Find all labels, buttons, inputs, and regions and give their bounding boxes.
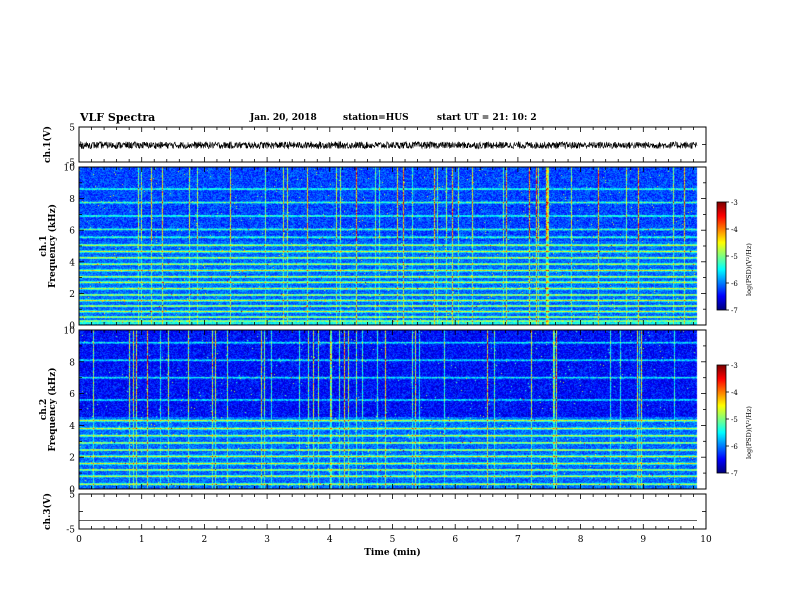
waveform-ch1-trace [78,140,698,150]
y-tick-label: 4 [69,258,75,268]
x-tick-label: 4 [327,535,333,545]
colorbar-tick-label: -5 [731,416,738,424]
axis-labels: -3 -4 -5 -6 -7 log(PSD)(V²/Hz) -3 -4 -5 -6 -7 log(P… [39,124,753,559]
colorbar-2 [717,365,726,473]
y-tick-label: 6 [69,227,75,237]
colorbar-tick-label: -6 [731,443,738,451]
date-label: Jan. 20, 2018 [250,113,317,123]
spectrogram-images [79,167,726,489]
y-tick-label: -5 [66,159,75,169]
x-axis-label: Time (min) [364,547,421,558]
y-tick-label: 8 [69,195,75,205]
figure-title: VLF Spectra [80,111,156,124]
start-time-label: start UT = 21: 10: 2 [437,113,537,123]
x-tick-label: 1 [139,535,145,545]
x-tick-label: 5 [390,535,396,545]
y-tick-label: -5 [66,526,75,536]
spectrogram-ch2-image [79,330,706,489]
y-tick-label: 2 [69,290,75,300]
y-tick-label: 8 [69,358,75,368]
y-tick-label: 10 [64,327,76,337]
colorbar-tick-label: -6 [731,280,738,288]
colorbar-1 [717,202,726,310]
spectrogram-ch1-image [79,167,706,325]
colorbar-tick-label: -4 [731,389,738,397]
x-tick-label: 10 [700,535,712,545]
x-tick-label: 8 [578,535,584,545]
station-label: station=HUS [343,113,409,123]
colorbar-label: log(PSD)(V²/Hz) [745,406,753,459]
y-tick-label: 0 [69,486,75,496]
channel-label: ch.1 [39,235,49,256]
x-tick-label: 0 [76,535,82,545]
y-axis-label: ch.3(V) [42,493,53,530]
x-tick-label: 9 [640,535,646,545]
y-axis-label: Frequency (kHz) [47,367,58,451]
axes-frames [78,126,729,530]
y-tick-label: 6 [69,390,75,400]
colorbar-tick-label: -7 [731,470,738,478]
x-tick-label: 2 [202,535,208,545]
y-axis-label: Frequency (kHz) [47,204,58,288]
y-axis-label: ch.1(V) [42,126,53,163]
waveform-lines [78,140,698,521]
x-tick-label: 6 [452,535,458,545]
y-tick-label: 4 [69,422,75,432]
y-tick-label: 0 [69,322,75,332]
colorbar-tick-label: -3 [731,362,738,370]
x-tick-label: 3 [264,535,270,545]
y-tick-label: 10 [64,164,76,174]
panel-frame [78,493,707,530]
x-tick-label: 7 [515,535,521,545]
channel-label: ch.2 [39,399,49,420]
colorbar-tick-label: -4 [731,226,738,234]
colorbar-tick-label: -7 [731,307,738,315]
y-tick-label: 5 [69,124,75,134]
y-tick-label: 2 [69,454,75,464]
colorbar-tick-label: -5 [731,253,738,261]
y-tick-label: 5 [69,491,75,501]
colorbar-tick-label: -3 [731,199,738,207]
colorbar-label: log(PSD)(V²/Hz) [745,243,753,296]
